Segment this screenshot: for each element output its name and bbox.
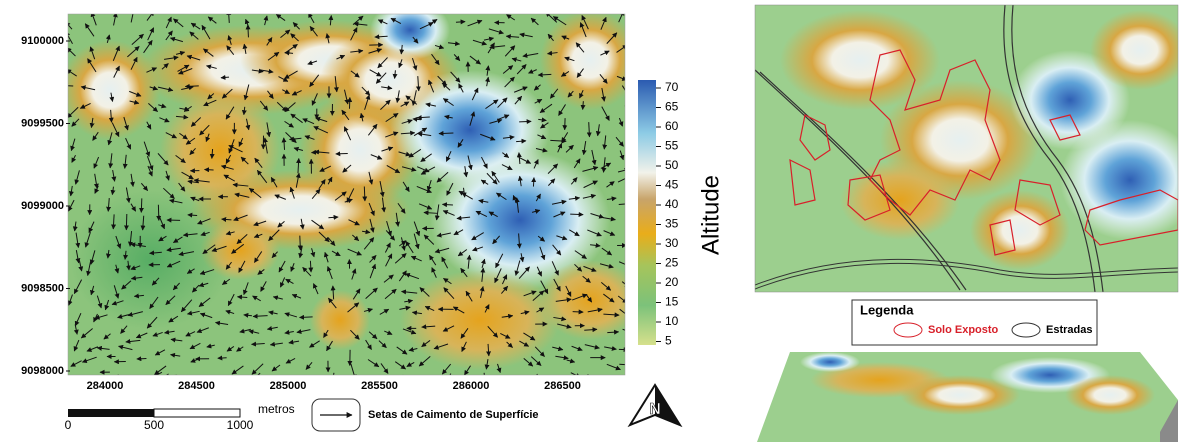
x-label: 284500 [178, 380, 215, 392]
slope-arrow [248, 25, 249, 37]
figure: 9100000 9099500 9099000 9098500 9098000 2840… [0, 0, 1182, 442]
colorbar-label: 65 [665, 100, 679, 114]
slope-arrow [403, 377, 416, 385]
legend-label: Setas de Caimento de Superfície [368, 409, 539, 421]
slope-arrow [164, 375, 177, 376]
legend-symbol [894, 323, 922, 337]
north-label: N [649, 401, 661, 418]
y-label: 9099500 [21, 117, 64, 129]
slope-arrow [588, 375, 602, 383]
scale-label: 500 [144, 418, 164, 432]
slope-arrow [625, 106, 634, 113]
scale-segment [154, 409, 240, 417]
scale-bar: 0 500 1000 metros [65, 402, 295, 432]
colorbar-label: 25 [665, 256, 679, 270]
slope-arrow [237, 297, 247, 298]
legend-title: Legenda [860, 302, 914, 317]
slope-arrow [64, 85, 74, 86]
slope-arrow [114, 376, 124, 377]
slope-arrow [456, 22, 465, 23]
colorbar-label: 15 [665, 295, 679, 309]
y-label: 9099000 [21, 200, 64, 212]
colorbar-label: 45 [665, 178, 679, 192]
scale-label: 1000 [227, 418, 254, 432]
slope-arrow [537, 374, 543, 383]
slope-arrow [625, 233, 638, 240]
slope-arrow [515, 377, 518, 391]
slope-arrow [310, 261, 311, 272]
slope-arrow [300, 317, 313, 318]
x-label: 286000 [453, 380, 490, 392]
slope-arrow [519, 121, 531, 122]
colorbar-label: 50 [665, 158, 679, 172]
slope-arrow [188, 215, 197, 216]
slope-arrow [621, 381, 634, 384]
colorbar-label: 10 [665, 314, 679, 328]
slope-arrow [141, 198, 142, 212]
y-label: 9098000 [21, 365, 64, 377]
slope-arrow [431, 376, 437, 388]
y-label: 9098500 [21, 282, 64, 294]
slope-arrow [583, 101, 584, 109]
colorbar-label: 70 [665, 80, 679, 94]
slope-arrow [505, 380, 508, 393]
slope-arrow [218, 358, 227, 359]
colorbar-label: 20 [665, 275, 679, 289]
north-arrow: N [630, 385, 680, 425]
colorbar-label: 60 [665, 119, 679, 133]
slope-arrow [242, 376, 248, 382]
legend-symbol [1012, 323, 1040, 337]
slope-arrow [313, 376, 318, 384]
slope-arrow [439, 133, 453, 134]
slope-arrow [533, 178, 534, 187]
colorbar-ticks: 70 65 60 55 50 45 40 35 30 25 20 15 10 5 [656, 80, 679, 348]
exposed-soil-map [755, 5, 1182, 292]
colorbar-label: 30 [665, 236, 679, 250]
colorbar-label: 35 [665, 217, 679, 231]
x-label: 284000 [87, 380, 124, 392]
slope-arrow [328, 217, 338, 218]
scale-unit: metros [258, 402, 295, 416]
scale-label: 0 [65, 418, 72, 432]
legend-item: Solo Exposto [928, 324, 999, 336]
slope-arrow [626, 40, 638, 44]
scale-segment [68, 409, 154, 417]
slope-arrow [344, 380, 346, 390]
slope-arrow [364, 187, 365, 201]
y-label: 9100000 [21, 35, 64, 47]
colorbar [638, 80, 656, 345]
x-label: 286500 [544, 380, 581, 392]
x-label: 285000 [270, 380, 307, 392]
slope-arrow [626, 216, 638, 221]
slope-arrow [442, 204, 452, 205]
slope-arrow [602, 381, 613, 384]
slope-arrow [62, 380, 75, 382]
slope-map [60, 0, 640, 395]
colorbar-label: 5 [665, 334, 672, 348]
slope-arrow [300, 236, 301, 250]
legend-item: Estradas [1046, 324, 1092, 336]
colorbar-label: 40 [665, 197, 679, 211]
slope-arrow [221, 77, 229, 78]
slope-arrow [570, 214, 583, 215]
y-labels: 9100000 9099500 9099000 9098500 9098000 [21, 35, 70, 377]
legend: Legenda Solo Exposto Estradas [852, 300, 1097, 345]
slope-arrow [137, 358, 147, 359]
slope-arrow [224, 376, 232, 384]
x-labels: 284000 284500 285000 285500 286000 286500 [87, 380, 581, 392]
slope-arrow [403, 375, 410, 382]
slope-arrow [185, 86, 198, 87]
colorbar-title: Altitude [697, 175, 724, 255]
colorbar-label: 55 [665, 139, 679, 153]
arrow-legend: Setas de Caimento de Superfície [312, 399, 539, 431]
x-label: 285500 [361, 380, 398, 392]
block-diagram [757, 352, 1178, 442]
slope-arrow [128, 382, 143, 387]
